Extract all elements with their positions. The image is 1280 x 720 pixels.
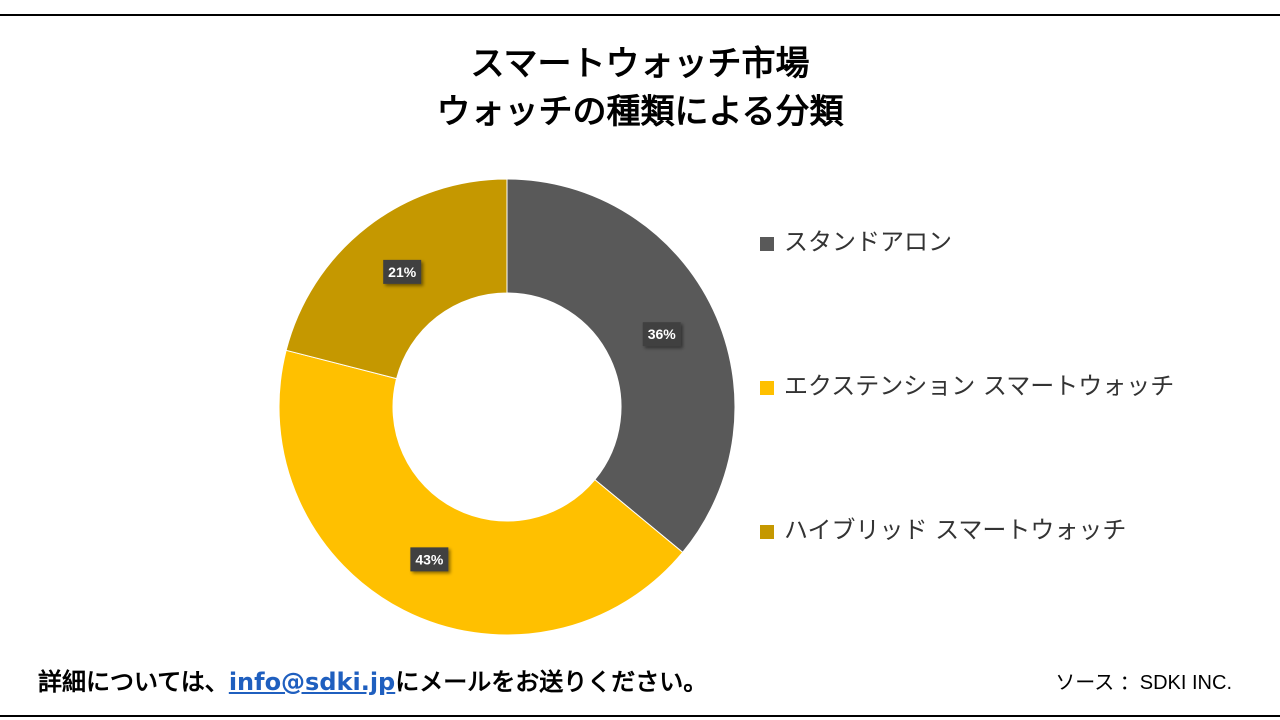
chart-title-line2: ウォッチの種類による分類 — [436, 92, 844, 132]
contact-email-link[interactable]: info@sdki.jp — [228, 668, 396, 696]
slice-standalone — [506, 178, 736, 554]
legend-item-hybrid: ハイブリッド スマートウォッチ — [760, 510, 1194, 550]
legend-swatch-extension — [760, 381, 774, 395]
bottom-border — [0, 715, 1280, 717]
data-label-standalone: 36% — [642, 322, 681, 347]
donut-chart: 36% 43% 21% — [278, 178, 736, 636]
slice-extension — [278, 349, 684, 636]
legend-label-hybrid: ハイブリッド スマートウォッチ — [784, 516, 1127, 544]
legend-swatch-standalone — [760, 237, 774, 251]
svg-text:21%: 21% — [388, 264, 417, 280]
data-label-extension: 43% — [410, 547, 449, 572]
svg-text:43%: 43% — [415, 551, 444, 567]
chart-title-line1: スマートウォッチ市場 — [470, 44, 810, 84]
svg-text:36%: 36% — [648, 326, 677, 342]
legend-label-standalone: スタンドアロン — [784, 228, 952, 256]
legend-item-standalone: スタンドアロン — [760, 222, 1194, 262]
contact-note: 詳細については、info@sdki.jpにメールをお送りください。 — [38, 662, 707, 697]
contact-suffix: にメールをお送りください。 — [395, 668, 708, 696]
contact-prefix: 詳細については、 — [38, 668, 229, 696]
legend-swatch-hybrid — [760, 525, 774, 539]
legend-label-extension: エクステンション スマートウォッチ — [784, 372, 1175, 400]
legend-item-extension: エクステンション スマートウォッチ — [760, 366, 1194, 406]
data-label-hybrid: 21% — [383, 259, 422, 284]
source-note: ソース ：SDKI INC. — [1055, 672, 1232, 694]
chart-title: スマートウォッチ市場 ウォッチの種類による分類 — [0, 40, 1280, 136]
top-border — [0, 14, 1280, 16]
